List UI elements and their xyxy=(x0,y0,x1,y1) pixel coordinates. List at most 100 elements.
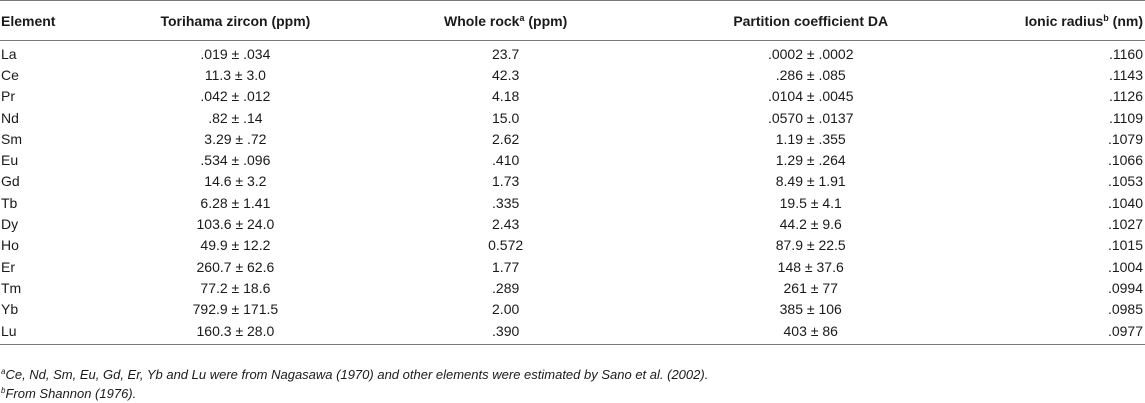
table-row: Tb 6.28 ± 1.41 .335 19.5 ± 4.1 .1040 xyxy=(0,192,1145,213)
cell-ionic-radius: .0994 xyxy=(1107,279,1143,296)
cell-zircon: 792.9 ± 171.5 xyxy=(192,301,279,318)
table-row: Tm 77.2 ± 18.6 .289 261 ± 77 .0994 xyxy=(0,277,1145,298)
cell-zircon: .82 ± .14 xyxy=(208,109,263,126)
table-row: Lu 160.3 ± 28.0.390 403 ± 86.0977 xyxy=(0,319,1145,346)
cell-element: Er xyxy=(1,258,15,275)
footnote-a-text: Ce, Nd, Sm, Eu, Gd, Er, Yb and Lu were f… xyxy=(5,367,709,382)
cell-element: Lu xyxy=(0,319,121,346)
cell-whole-rock: 1.77 xyxy=(492,258,520,275)
cell-zircon: 103.6 ± 24.0 xyxy=(196,216,275,233)
cell-zircon: 6.28 ± 1.41 xyxy=(200,194,271,211)
cell-whole-rock: 2.62 xyxy=(492,130,520,147)
cell-whole-rock: 4.18 xyxy=(492,88,520,105)
cell-ionic-radius: .1079 xyxy=(1107,130,1143,147)
cell-partition-coefficient: .0570 ± .0137 xyxy=(767,109,854,126)
header-whole-rock: Whole rocka (ppm) xyxy=(350,0,662,41)
cell-partition-coefficient: 403 ± 86 xyxy=(661,319,961,346)
cell-ionic-radius: .1109 xyxy=(1109,109,1143,126)
cell-whole-rock: 1.73 xyxy=(492,173,520,190)
footnotes: aCe, Nd, Sm, Eu, Gd, Er, Yb and Lu were … xyxy=(1,365,708,403)
cell-zircon: 3.29 ± .72 xyxy=(204,130,267,147)
table-row: La .019 ± .034 23.7 .0002 ± .0002 .1160 xyxy=(0,41,1145,65)
footnote-b: bFrom Shannon (1976). xyxy=(1,384,708,403)
cell-element: La xyxy=(1,45,17,62)
cell-zircon: .534 ± .096 xyxy=(200,152,271,169)
cell-whole-rock: 23.7 xyxy=(492,45,520,62)
header-zircon: Torihama zircon (ppm) xyxy=(120,0,351,41)
header-row: Element Torihama zircon (ppm) Whole rock… xyxy=(0,0,1145,41)
table-row: Ho 49.9 ± 12.2 0.572 87.9 ± 22.5 .1015 xyxy=(0,235,1145,256)
cell-ionic-radius: .1143 xyxy=(1109,66,1143,83)
cell-zircon: 14.6 ± 3.2 xyxy=(204,173,267,190)
cell-whole-rock: .410 xyxy=(492,152,520,169)
cell-whole-rock: 42.3 xyxy=(492,66,520,83)
cell-whole-rock: 2.00 xyxy=(492,301,520,318)
data-table: Element Torihama zircon (ppm) Whole rock… xyxy=(0,0,1145,346)
cell-partition-coefficient: .0002 ± .0002 xyxy=(767,45,854,62)
table-header: Element Torihama zircon (ppm) Whole rock… xyxy=(0,0,1145,41)
cell-ionic-radius: .0977 xyxy=(960,319,1145,346)
cell-ionic-radius: .1066 xyxy=(1107,152,1143,169)
header-whole-rock-footnote-mark: a xyxy=(519,12,525,23)
header-ionic-radius-label: Ionic radius xyxy=(1024,12,1104,29)
cell-ionic-radius: .1053 xyxy=(1107,173,1143,190)
cell-element: Ce xyxy=(1,66,19,83)
footnote-b-text: From Shannon (1976). xyxy=(5,386,137,401)
table-row: Sm 3.29 ± .72 2.62 1.19 ± .355 .1079 xyxy=(0,128,1145,149)
table-row: Yb 792.9 ± 171.5 2.00 385 ± 106 .0985 xyxy=(0,299,1145,320)
cell-element: Sm xyxy=(1,130,22,147)
cell-partition-coefficient: 261 ± 77 xyxy=(783,279,838,296)
cell-whole-rock: 2.43 xyxy=(492,216,520,233)
cell-ionic-radius: .0985 xyxy=(1107,301,1143,318)
cell-partition-coefficient: 385 ± 106 xyxy=(779,301,842,318)
cell-zircon: .042 ± .012 xyxy=(200,88,271,105)
cell-element: Tm xyxy=(1,279,22,296)
cell-partition-coefficient: 1.29 ± .264 xyxy=(775,152,846,169)
cell-element: Dy xyxy=(1,216,19,233)
cell-whole-rock: .335 xyxy=(492,194,520,211)
table-row: Nd .82 ± .14 15.0 .0570 ± .0137 .1109 xyxy=(0,107,1145,128)
cell-partition-coefficient: 44.2 ± 9.6 xyxy=(779,216,842,233)
cell-element: Pr xyxy=(1,88,15,105)
cell-ionic-radius: .1160 xyxy=(1109,45,1143,62)
cell-whole-rock: 15.0 xyxy=(492,109,520,126)
cell-zircon: 49.9 ± 12.2 xyxy=(200,237,271,254)
header-ionic-radius-footnote-mark: b xyxy=(1103,12,1109,23)
cell-partition-coefficient: .0104 ± .0045 xyxy=(767,88,854,105)
cell-element: Eu xyxy=(1,152,19,169)
cell-whole-rock: .390 xyxy=(350,319,662,346)
cell-zircon: .019 ± .034 xyxy=(200,45,271,62)
cell-zircon: 11.3 ± 3.0 xyxy=(204,66,266,83)
cell-partition-coefficient: 1.19 ± .355 xyxy=(775,130,846,147)
footnote-a: aCe, Nd, Sm, Eu, Gd, Er, Yb and Lu were … xyxy=(1,365,708,384)
cell-element: Yb xyxy=(1,301,19,318)
cell-ionic-radius: .1015 xyxy=(1107,237,1143,254)
table-row: Eu .534 ± .096 .410 1.29 ± .264 .1066 xyxy=(0,149,1145,170)
footnote-b-mark: b xyxy=(1,386,6,395)
header-ionic-radius: Ionic radiusb (nm) xyxy=(960,0,1145,41)
cell-whole-rock: 0.572 xyxy=(488,237,524,254)
cell-element: Ho xyxy=(1,237,19,254)
table-row: Er 260.7 ± 62.6 1.77 148 ± 37.6 .1004 xyxy=(0,256,1145,277)
cell-zircon: 160.3 ± 28.0 xyxy=(120,319,351,346)
table-row: Gd 14.6 ± 3.2 1.73 8.49 ± 1.91 .1053 xyxy=(0,171,1145,192)
cell-ionic-radius: .1126 xyxy=(1109,88,1143,105)
cell-partition-coefficient: .286 ± .085 xyxy=(775,66,846,83)
cell-element: Tb xyxy=(1,194,18,211)
header-whole-rock-label: Whole rock xyxy=(444,12,520,29)
cell-partition-coefficient: 148 ± 37.6 xyxy=(777,258,844,275)
cell-element: Gd xyxy=(1,173,20,190)
cell-zircon: 77.2 ± 18.6 xyxy=(200,279,271,296)
table-row: Dy 103.6 ± 24.0 2.43 44.2 ± 9.6 .1027 xyxy=(0,213,1145,234)
cell-ionic-radius: .1004 xyxy=(1107,258,1143,275)
table-body: La .019 ± .034 23.7 .0002 ± .0002 .1160 Ce 11.… xyxy=(0,41,1145,346)
cell-partition-coefficient: 87.9 ± 22.5 xyxy=(775,237,846,254)
footnote-a-mark: a xyxy=(1,367,6,376)
cell-element: Nd xyxy=(1,109,19,126)
cell-ionic-radius: .1027 xyxy=(1107,216,1143,233)
header-ionic-radius-unit: (nm) xyxy=(1108,12,1143,29)
header-partition-coefficient: Partition coefficient DA xyxy=(661,0,961,41)
cell-ionic-radius: .1040 xyxy=(1107,194,1143,211)
table-row: Ce 11.3 ± 3.0 42.3 .286 ± .085 .1143 xyxy=(0,64,1145,85)
